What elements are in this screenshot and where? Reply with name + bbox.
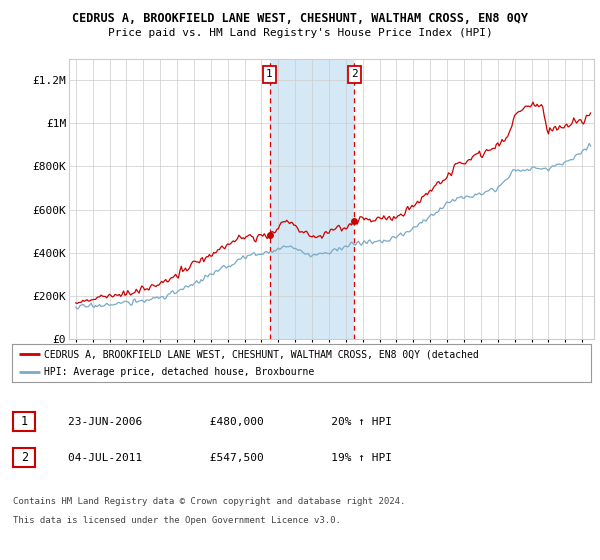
Text: HPI: Average price, detached house, Broxbourne: HPI: Average price, detached house, Brox… — [44, 367, 314, 377]
Bar — [269, 59, 354, 339]
Text: 2: 2 — [351, 69, 358, 79]
Text: 2: 2 — [21, 451, 28, 464]
Text: 04-JUL-2011          £547,500          19% ↑ HPI: 04-JUL-2011 £547,500 19% ↑ HPI — [41, 452, 392, 463]
Text: 1: 1 — [266, 69, 273, 79]
Text: This data is licensed under the Open Government Licence v3.0.: This data is licensed under the Open Gov… — [13, 516, 341, 525]
Text: 23-JUN-2006          £480,000          20% ↑ HPI: 23-JUN-2006 £480,000 20% ↑ HPI — [41, 417, 392, 427]
Text: CEDRUS A, BROOKFIELD LANE WEST, CHESHUNT, WALTHAM CROSS, EN8 0QY (detached: CEDRUS A, BROOKFIELD LANE WEST, CHESHUNT… — [44, 349, 479, 359]
Text: Price paid vs. HM Land Registry's House Price Index (HPI): Price paid vs. HM Land Registry's House … — [107, 28, 493, 38]
Text: Contains HM Land Registry data © Crown copyright and database right 2024.: Contains HM Land Registry data © Crown c… — [13, 497, 406, 506]
Text: 1: 1 — [21, 415, 28, 428]
Text: CEDRUS A, BROOKFIELD LANE WEST, CHESHUNT, WALTHAM CROSS, EN8 0QY: CEDRUS A, BROOKFIELD LANE WEST, CHESHUNT… — [72, 12, 528, 25]
